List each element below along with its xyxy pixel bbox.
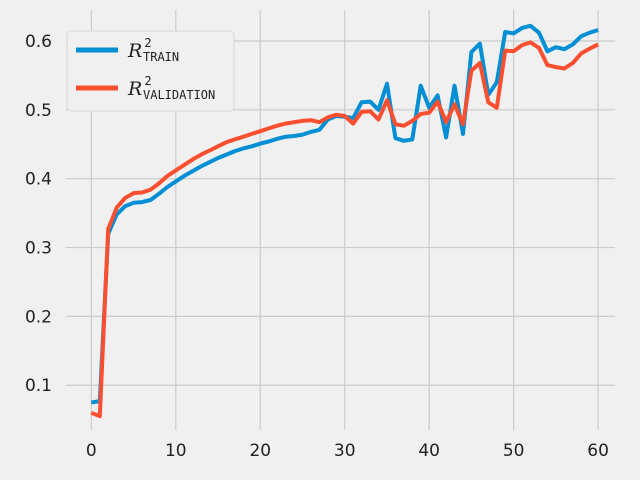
legend-label-train: R 2 TRAIN xyxy=(127,36,179,64)
legend-label-superscript: 2 xyxy=(144,36,151,50)
x-tick-label: 10 xyxy=(165,441,187,461)
x-tick-label: 50 xyxy=(503,441,525,461)
tick-labels: 0 10 20 30 40 50 60 0.1 0.2 0.3 0.4 0.5 0.6 xyxy=(25,32,609,461)
x-tick-label: 20 xyxy=(249,441,271,461)
legend-label-subscript: VALIDATION xyxy=(143,88,215,102)
y-tick-label: 0.6 xyxy=(25,32,52,52)
grid xyxy=(66,10,615,430)
legend-label-base: R xyxy=(127,78,142,100)
legend-label-validation: R 2 VALIDATION xyxy=(127,74,215,102)
y-tick-label: 0.2 xyxy=(25,307,52,327)
series-line-validation xyxy=(90,40,599,419)
legend-label-subscript: TRAIN xyxy=(143,50,179,64)
y-tick-label: 0.5 xyxy=(25,101,52,121)
x-tick-label: 40 xyxy=(418,441,440,461)
legend-label-superscript: 2 xyxy=(144,74,151,88)
y-tick-label: 0.3 xyxy=(25,239,52,259)
series-lines xyxy=(90,23,599,419)
x-tick-label: 30 xyxy=(334,441,356,461)
y-tick-label: 0.1 xyxy=(25,376,52,396)
x-tick-label: 0 xyxy=(86,441,97,461)
x-tick-label: 60 xyxy=(587,441,609,461)
legend-label-base: R xyxy=(127,40,142,62)
y-tick-label: 0.4 xyxy=(25,170,52,190)
